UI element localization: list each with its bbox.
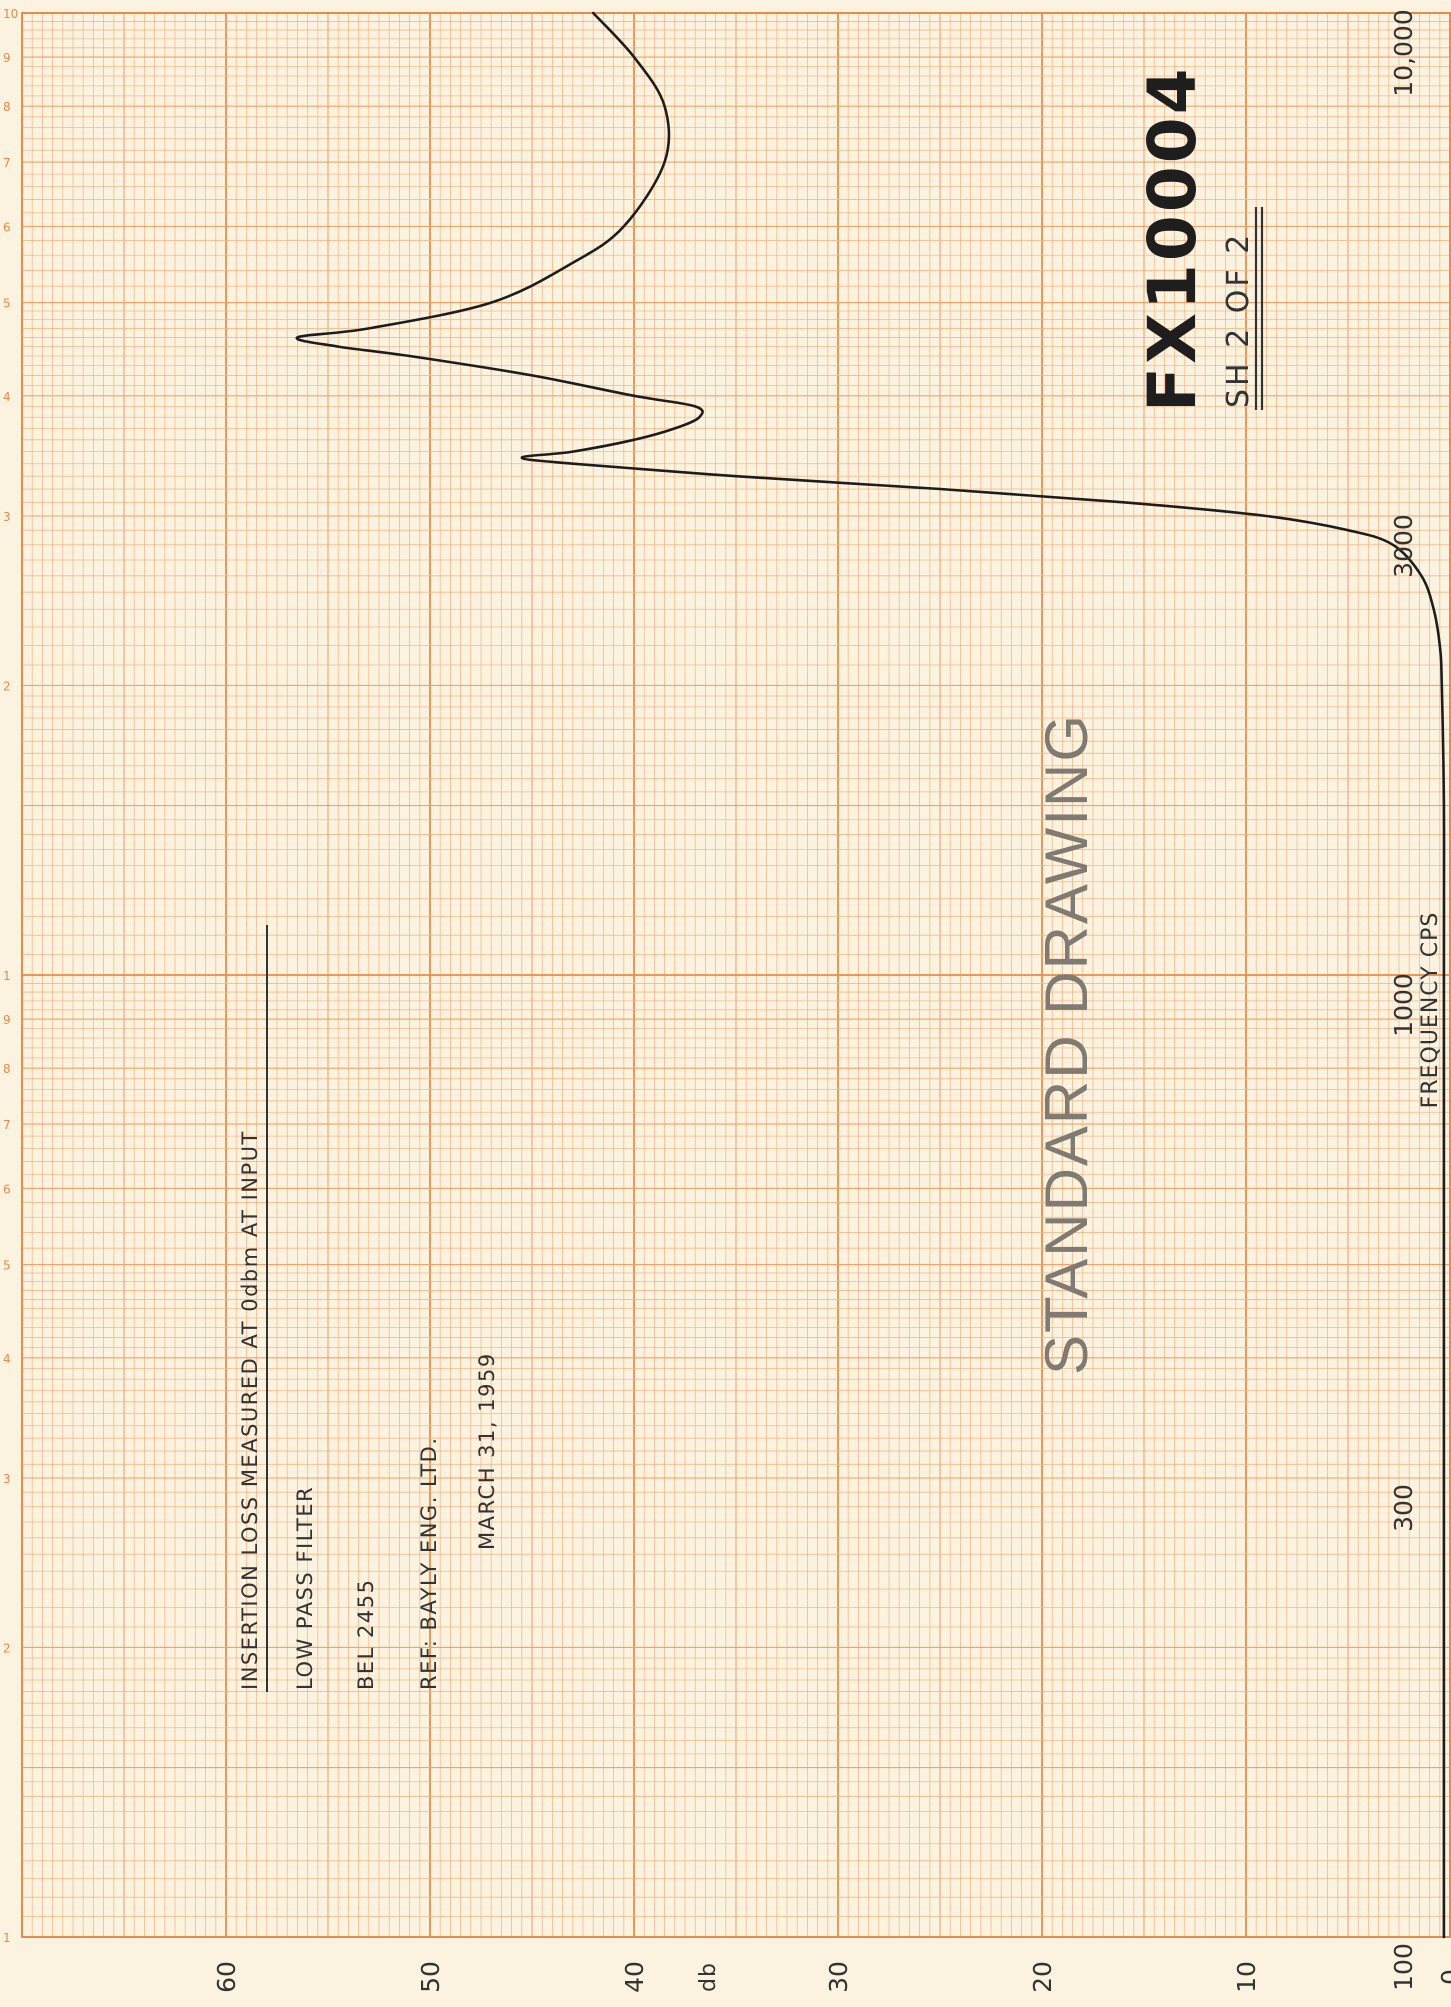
decade-index-label: 1 xyxy=(3,1931,11,1945)
y-tick-label: 20 xyxy=(1028,1961,1057,1993)
insertion-loss-series xyxy=(295,11,1446,1939)
decade-index-label: 1 xyxy=(3,969,11,983)
decade-index-label: 6 xyxy=(3,1182,11,1196)
y-tick-label: 30 xyxy=(824,1961,853,1993)
decade-index-label: 9 xyxy=(3,1013,11,1027)
insertion-loss-curve xyxy=(295,11,1446,1939)
decade-index-label: 5 xyxy=(3,297,11,311)
decade-index-label: 5 xyxy=(3,1259,11,1273)
plot-border xyxy=(21,12,1451,1938)
decade-index-label: 8 xyxy=(3,1062,11,1076)
drawing-number: FX10004 xyxy=(1134,65,1211,412)
axis-tick-labels: 100 300 1000 3000 10,000 0 10 20 30 40 50 60 xyxy=(212,9,1451,1993)
decade-index-label: 7 xyxy=(3,156,11,170)
y-axis-title: db xyxy=(696,1962,721,1992)
note-reference: REF: BAYLY ENG. LTD. xyxy=(417,1436,441,1690)
x-axis-title: FREQUENCY CPS xyxy=(1418,912,1443,1109)
decade-index-label: 3 xyxy=(3,1472,11,1486)
chart-grid xyxy=(21,12,1451,1938)
decade-index-label: 4 xyxy=(3,1352,11,1366)
y-tick-label: 50 xyxy=(416,1961,445,1993)
decade-index-labels: 1 2 3 4 5 6 7 8 9 1 2 3 4 5 6 7 8 9 10 xyxy=(3,7,18,1945)
decade-index-label: 2 xyxy=(3,1641,11,1655)
x-tick-label: 100 xyxy=(1389,1943,1418,1991)
x-tick-label: 300 xyxy=(1389,1484,1418,1532)
decade-index-label: 2 xyxy=(3,679,11,693)
x-tick-label: 1000 xyxy=(1389,973,1418,1037)
decade-index-label: 9 xyxy=(3,51,11,65)
y-tick-label: 60 xyxy=(212,1961,241,1993)
notes-block: INSERTION LOSS MEASURED AT 0dbm AT INPUT… xyxy=(238,925,499,1692)
decade-index-label: 10 xyxy=(3,7,18,21)
decade-index-label: 6 xyxy=(3,220,11,234)
note-filter-type: LOW PASS FILTER xyxy=(293,1486,317,1690)
y-tick-label: 40 xyxy=(620,1961,649,1993)
chart-title: INSERTION LOSS MEASURED AT 0dbm AT INPUT xyxy=(238,1130,262,1690)
decade-index-label: 8 xyxy=(3,100,11,114)
note-date: MARCH 31, 1959 xyxy=(475,1352,499,1550)
standard-drawing-stamp: STANDARD DRAWING xyxy=(1033,713,1100,1375)
decade-index-label: 7 xyxy=(3,1118,11,1132)
note-part-number: BEL 2455 xyxy=(354,1579,378,1691)
sheet-number: SH 2 OF 2 xyxy=(1221,232,1256,408)
x-tick-label: 3000 xyxy=(1389,514,1418,578)
decade-index-label: 4 xyxy=(3,390,11,404)
x-tick-label: 10,000 xyxy=(1389,9,1418,96)
y-tick-label: 10 xyxy=(1232,1961,1261,1993)
y-tick-label: 0 xyxy=(1436,1969,1451,1985)
decade-index-label: 3 xyxy=(3,510,11,524)
